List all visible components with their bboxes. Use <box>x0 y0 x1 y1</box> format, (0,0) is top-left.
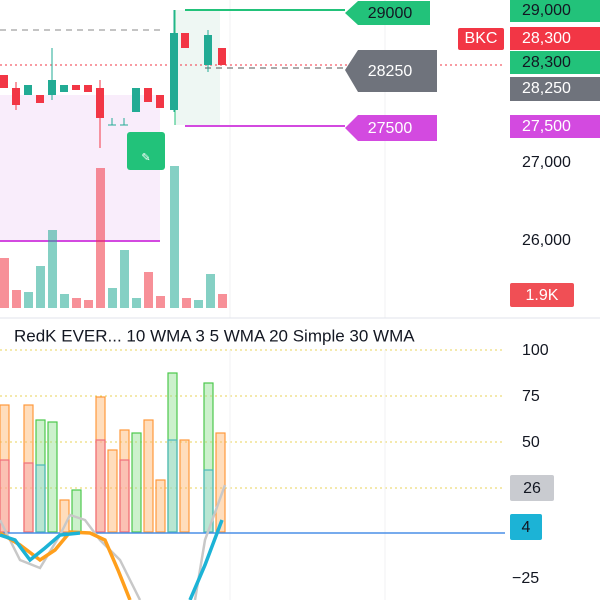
volume <box>0 166 227 308</box>
badge <box>510 115 600 138</box>
indicator-tick: 50 <box>522 434 540 451</box>
histogram <box>0 372 226 533</box>
signal-line <box>0 530 132 600</box>
tool-button[interactable] <box>127 132 165 170</box>
indicator-tick: −25 <box>512 570 539 587</box>
stop-label: 27500 <box>368 120 413 137</box>
price-tick: 27,000 <box>522 154 571 171</box>
target-callout <box>345 1 430 25</box>
badge-text: 4 <box>522 519 531 536</box>
indicator-title: RedK EVER... 10 WMA 3 5 WMA 20 Simple 30… <box>14 326 415 345</box>
symbol: BKC <box>465 30 498 47</box>
badge-text: 26 <box>523 480 541 497</box>
target-label: 29000 <box>368 5 413 22</box>
badge-text: 1.9K <box>526 287 559 304</box>
badge-text: 28,300 <box>522 30 571 47</box>
badge <box>510 283 574 307</box>
badge-text: 27,500 <box>522 118 571 135</box>
entry-callout <box>345 50 437 92</box>
slow-line <box>0 513 142 600</box>
stop-callout <box>345 115 437 141</box>
price-pane: ✎ 29000 28250 27500 27,000 26,000 29,000… <box>0 0 600 318</box>
icon: ✎ <box>141 152 150 164</box>
fast-line <box>188 519 224 600</box>
candles <box>0 10 226 148</box>
indicator-tick: 100 <box>522 342 549 359</box>
badge-text: 28,300 <box>522 54 571 71</box>
badge <box>510 0 600 22</box>
badge <box>510 514 542 540</box>
fast-line <box>0 531 81 563</box>
price-tick: 26,000 <box>522 232 571 249</box>
grid <box>0 349 505 489</box>
entry-label: 28250 <box>368 63 413 80</box>
indicator-pane: RedK EVER... 10 WMA 3 5 WMA 20 Simple 30… <box>0 326 554 600</box>
badge <box>510 27 600 50</box>
badge <box>510 475 554 501</box>
indicator-tick: 75 <box>522 388 540 405</box>
badge <box>458 28 504 50</box>
badge <box>510 51 600 74</box>
badge-text: 29,000 <box>522 2 571 19</box>
badge-text: 28,250 <box>522 80 571 97</box>
target-zone <box>175 10 220 125</box>
badge <box>510 77 600 101</box>
